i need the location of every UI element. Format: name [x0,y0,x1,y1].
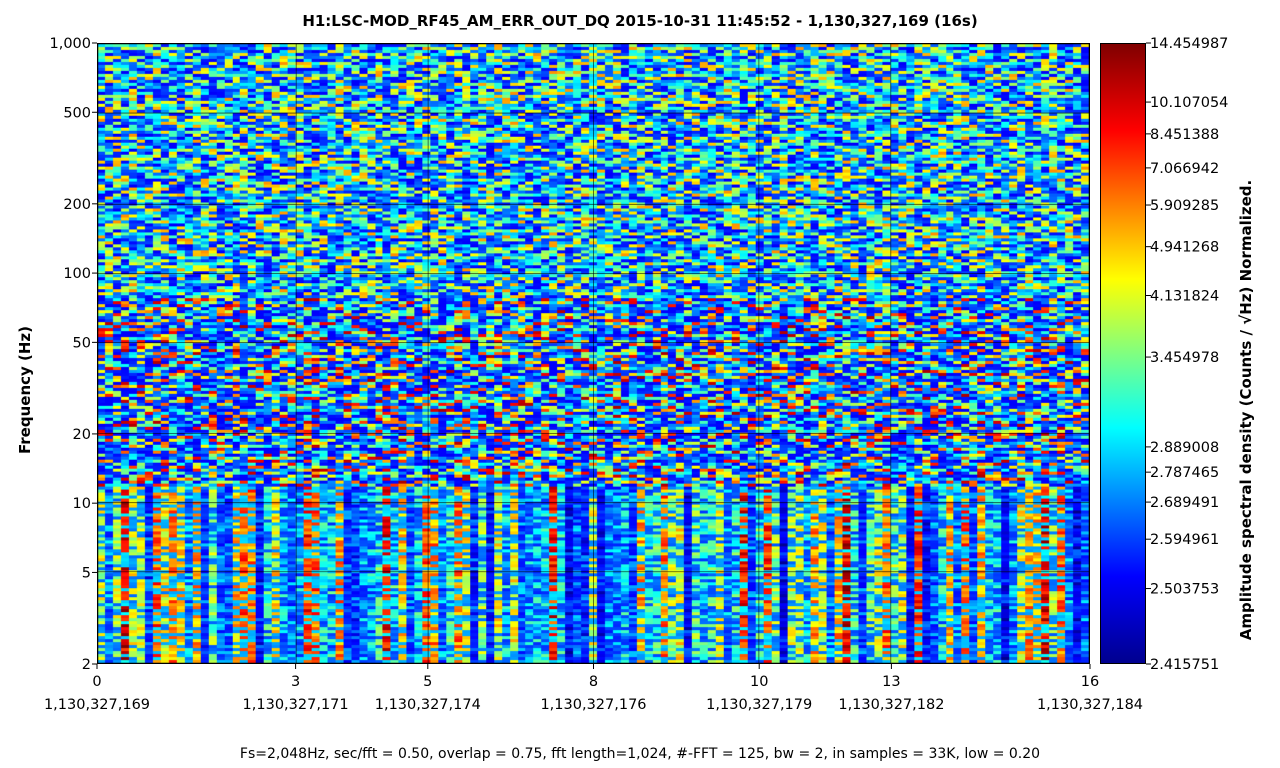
parameters-footer: Fs=2,048Hz, sec/fft = 0.50, overlap = 0.… [239,746,1041,762]
x-tick-gps-label: 1,130,327,184 [1037,697,1143,713]
y-tick-label: 50 [73,335,91,351]
y-axis-label: Frequency (Hz) [16,326,34,454]
colorbar-tick-label: 4.131824 [1150,289,1219,305]
x-tick-label: 8 [589,674,598,690]
x-tick-gps-label: 1,130,327,176 [540,697,646,713]
colorbar-tick-label: 2.889008 [1150,440,1219,456]
x-tick-gps-label: 1,130,327,169 [44,697,150,713]
colorbar-tick-label: 7.066942 [1150,161,1219,177]
x-tick-gps-label: 1,130,327,171 [243,697,349,713]
colorbar [1100,43,1146,664]
colorbar-tick-label: 5.909285 [1150,198,1219,214]
colorbar-tick-label: 2.503753 [1150,582,1219,598]
y-tick-label: 2 [82,657,91,673]
colorbar-tick-label: 2.594961 [1150,532,1219,548]
y-tick-label: 1,000 [49,36,91,52]
colorbar-ticks: 14.454987 10.107054 8.451388 7.066942 5.9092… [1146,36,1228,673]
colorbar-label: Amplitude spectral density (Counts / √Hz… [1237,180,1255,640]
colorbar-tick-label: 10.107054 [1150,95,1228,111]
plot-area[interactable] [97,43,1090,664]
colorbar-tick-label: 3.454978 [1150,350,1219,366]
x-axis-ticks: 0 1,130,327,169 3 1,130,327,171 5 1,130,327,1… [44,664,1143,713]
x-tick-gps-label: 1,130,327,182 [838,697,944,713]
colorbar-tick-label: 2.689491 [1150,495,1219,511]
colorbar-tick-label: 2.787465 [1150,465,1219,481]
y-axis-ticks: 2 5 10 20 50 100 200 500 1,000 [49,36,97,673]
x-tick-label: 16 [1081,674,1099,690]
colorbar-tick-label: 8.451388 [1150,127,1219,143]
x-tick-label: 10 [750,674,768,690]
x-tick-label: 5 [423,674,432,690]
x-tick-gps-label: 1,130,327,179 [706,697,812,713]
grid-lines [98,44,1089,663]
colorbar-tick-label: 14.454987 [1150,36,1228,52]
y-tick-label: 20 [73,427,91,443]
y-tick-label: 100 [63,266,91,282]
y-tick-label: 200 [63,197,91,213]
y-tick-label: 10 [73,496,91,512]
y-tick-label: 500 [63,105,91,121]
x-tick-label: 0 [92,674,101,690]
x-tick-label: 13 [882,674,900,690]
x-tick-gps-label: 1,130,327,174 [375,697,481,713]
chart-title: H1:LSC-MOD_RF45_AM_ERR_OUT_DQ 2015-10-31… [302,12,978,30]
y-tick-label: 5 [82,565,91,581]
colorbar-tick-label: 2.415751 [1150,657,1219,673]
colorbar-tick-label: 4.941268 [1150,240,1219,256]
x-tick-label: 3 [291,674,300,690]
